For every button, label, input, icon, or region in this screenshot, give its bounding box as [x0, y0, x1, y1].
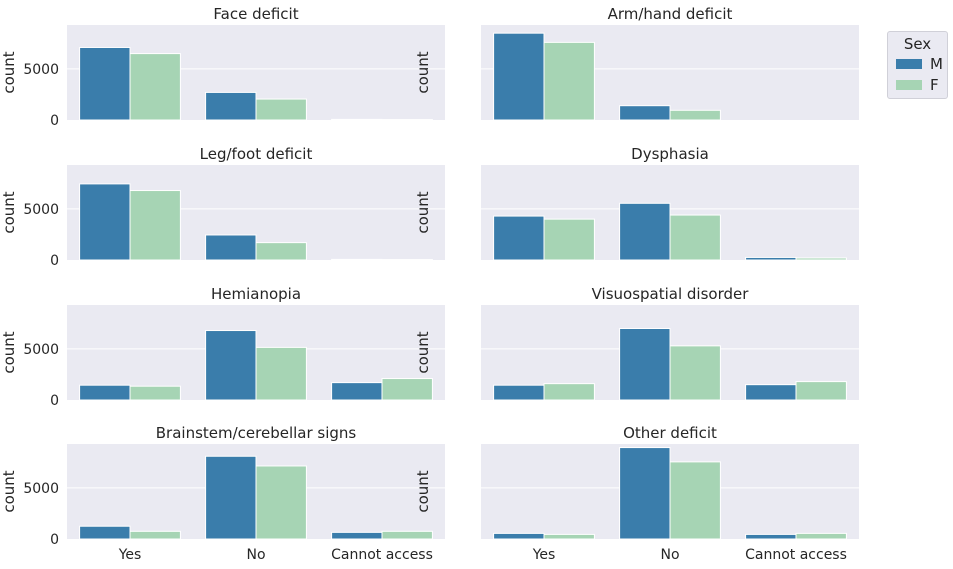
bar-visuospatial-disorder-no-f — [669, 345, 721, 401]
bar-other-deficit-cannot-access-m — [745, 533, 797, 540]
x-tick-label-other-deficit-no: No — [660, 547, 679, 563]
bar-brainstem-cerebellar-signs-no-m — [205, 455, 257, 540]
bar-hemianopia-cannot-access-f — [381, 378, 433, 401]
bar-visuospatial-disorder-yes-f — [543, 383, 595, 401]
bar-visuospatial-disorder-no-m — [619, 327, 671, 401]
bar-face-deficit-yes-m — [79, 46, 131, 121]
bar-visuospatial-disorder-yes-m — [493, 384, 545, 401]
bar-arm-hand-deficit-yes-f — [543, 41, 595, 121]
y-axis-label-brainstem-cerebellar-signs: count — [0, 470, 18, 512]
legend-swatch-m — [896, 59, 922, 69]
legend-label-f: F — [930, 76, 939, 94]
bar-hemianopia-yes-m — [79, 384, 131, 401]
panel-title-arm-hand-deficit: Arm/hand deficit — [608, 5, 733, 23]
bar-dysphasia-yes-m — [493, 215, 545, 261]
x-tick-label-brainstem-cerebellar-signs-yes: Yes — [118, 547, 142, 563]
y-axis-label-visuospatial-disorder: count — [414, 331, 432, 373]
bar-dysphasia-cannot-access-f — [795, 257, 847, 261]
bar-arm-hand-deficit-no-m — [619, 105, 671, 121]
panel-title-leg-foot-deficit: Leg/foot deficit — [200, 145, 313, 163]
panel-title-dysphasia: Dysphasia — [631, 145, 709, 163]
bar-leg-foot-deficit-no-f — [255, 242, 307, 261]
legend-title: Sex — [903, 35, 932, 53]
bar-hemianopia-no-f — [255, 346, 307, 401]
bar-face-deficit-cannot-access-m — [331, 118, 383, 121]
bar-arm-hand-deficit-yes-m — [493, 32, 545, 121]
bar-visuospatial-disorder-cannot-access-f — [795, 381, 847, 401]
x-tick-label-other-deficit-yes: Yes — [532, 547, 556, 563]
legend-label-m: M — [930, 55, 943, 73]
panel-title-hemianopia: Hemianopia — [211, 285, 301, 303]
y-axis-label-leg-foot-deficit: count — [0, 191, 18, 233]
panel-title-brainstem-cerebellar-signs: Brainstem/cerebellar signs — [156, 424, 357, 442]
bar-leg-foot-deficit-yes-m — [79, 183, 131, 261]
bar-dysphasia-no-m — [619, 202, 671, 261]
bar-other-deficit-cannot-access-f — [795, 532, 847, 540]
bar-leg-foot-deficit-yes-f — [129, 190, 181, 261]
legend-swatch-f — [896, 80, 922, 90]
y-tick-label-brainstem-cerebellar-signs-5000: 5000 — [23, 481, 59, 497]
bar-other-deficit-yes-f — [543, 533, 595, 540]
bar-dysphasia-yes-f — [543, 218, 595, 261]
y-axis-label-face-deficit: count — [0, 51, 18, 93]
y-tick-label-face-deficit-0: 0 — [50, 113, 59, 129]
bar-brainstem-cerebellar-signs-cannot-access-f — [381, 530, 433, 540]
bar-visuospatial-disorder-cannot-access-m — [745, 384, 797, 401]
bar-arm-hand-deficit-no-f — [669, 109, 721, 121]
y-tick-label-face-deficit-5000: 5000 — [23, 62, 59, 78]
y-axis-label-arm-hand-deficit: count — [414, 51, 432, 93]
bar-brainstem-cerebellar-signs-yes-f — [129, 530, 181, 540]
bar-leg-foot-deficit-cannot-access-m — [331, 258, 383, 261]
bar-hemianopia-no-m — [205, 330, 257, 401]
panel-title-other-deficit: Other deficit — [623, 424, 717, 442]
bar-brainstem-cerebellar-signs-no-f — [255, 465, 307, 540]
y-tick-label-hemianopia-5000: 5000 — [23, 342, 59, 358]
bar-other-deficit-yes-m — [493, 532, 545, 540]
bar-face-deficit-no-m — [205, 91, 257, 121]
panel-title-visuospatial-disorder: Visuospatial disorder — [592, 285, 750, 303]
bar-face-deficit-yes-f — [129, 53, 181, 121]
bar-other-deficit-no-f — [669, 461, 721, 540]
bar-hemianopia-yes-f — [129, 385, 181, 401]
bar-dysphasia-no-f — [669, 214, 721, 261]
bar-hemianopia-cannot-access-m — [331, 382, 383, 401]
panel-title-face-deficit: Face deficit — [213, 5, 298, 23]
bar-leg-foot-deficit-no-m — [205, 234, 257, 261]
bar-face-deficit-no-f — [255, 98, 307, 121]
y-tick-label-brainstem-cerebellar-signs-0: 0 — [50, 532, 59, 548]
bar-other-deficit-no-m — [619, 447, 671, 540]
bar-brainstem-cerebellar-signs-cannot-access-m — [331, 531, 383, 540]
x-tick-label-brainstem-cerebellar-signs-cannot-access: Cannot access — [331, 547, 433, 563]
x-tick-label-brainstem-cerebellar-signs-no: No — [246, 547, 265, 563]
y-tick-label-leg-foot-deficit-5000: 5000 — [23, 202, 59, 218]
y-axis-label-dysphasia: count — [414, 191, 432, 233]
y-tick-label-hemianopia-0: 0 — [50, 393, 59, 409]
y-tick-label-leg-foot-deficit-0: 0 — [50, 253, 59, 269]
bar-brainstem-cerebellar-signs-yes-m — [79, 525, 131, 540]
y-axis-label-hemianopia: count — [0, 331, 18, 373]
x-tick-label-other-deficit-cannot-access: Cannot access — [745, 547, 847, 563]
bar-dysphasia-cannot-access-m — [745, 256, 797, 261]
legend: Sex M F — [887, 31, 948, 99]
y-axis-label-other-deficit: count — [414, 470, 432, 512]
